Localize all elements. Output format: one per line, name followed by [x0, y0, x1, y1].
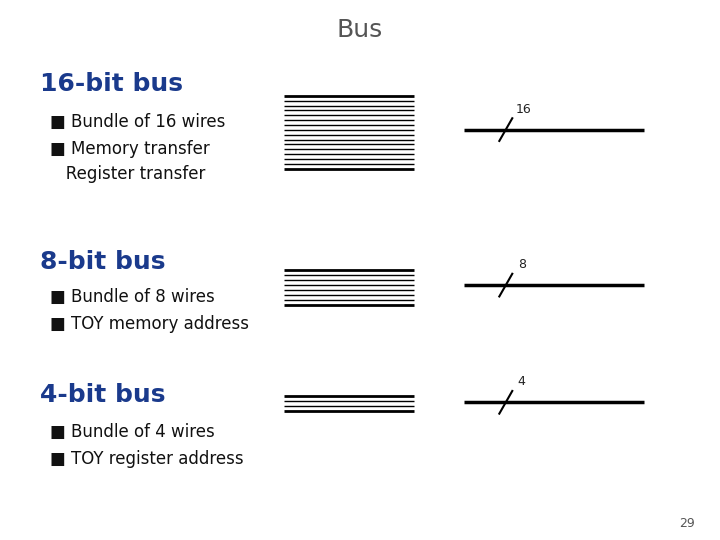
- Text: Bus: Bus: [337, 18, 383, 42]
- Text: 29: 29: [679, 517, 695, 530]
- Text: ■ Bundle of 4 wires: ■ Bundle of 4 wires: [50, 423, 215, 441]
- Text: ■ Bundle of 16 wires: ■ Bundle of 16 wires: [50, 112, 226, 131]
- Text: 4-bit bus: 4-bit bus: [40, 383, 165, 407]
- Text: 4: 4: [518, 375, 526, 388]
- Text: ■ Bundle of 8 wires: ■ Bundle of 8 wires: [50, 288, 215, 306]
- Text: 8-bit bus: 8-bit bus: [40, 250, 165, 274]
- Text: 16-bit bus: 16-bit bus: [40, 72, 183, 96]
- Text: ■ TOY register address: ■ TOY register address: [50, 450, 244, 468]
- Text: 16: 16: [516, 103, 531, 116]
- Text: ■ Memory transfer: ■ Memory transfer: [50, 139, 210, 158]
- Text: 8: 8: [518, 258, 526, 271]
- Text: Register transfer: Register transfer: [50, 165, 206, 183]
- Text: ■ TOY memory address: ■ TOY memory address: [50, 315, 249, 333]
